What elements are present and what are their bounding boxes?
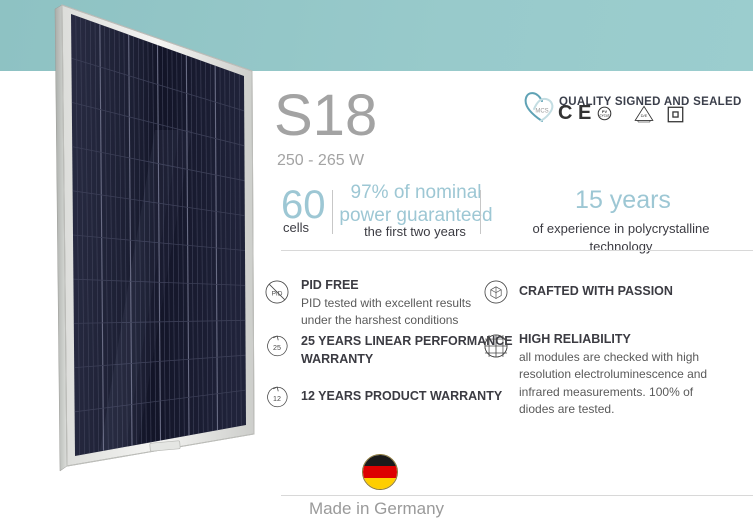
svg-text:12: 12 (273, 395, 281, 403)
svg-text:MCS: MCS (535, 109, 548, 115)
svg-text:CYCLE: CYCLE (599, 113, 609, 117)
svg-text:25: 25 (273, 344, 281, 352)
svg-text:C E: C E (558, 102, 591, 124)
svg-text:PID: PID (272, 290, 283, 297)
svg-text:D/E: D/E (641, 113, 648, 118)
